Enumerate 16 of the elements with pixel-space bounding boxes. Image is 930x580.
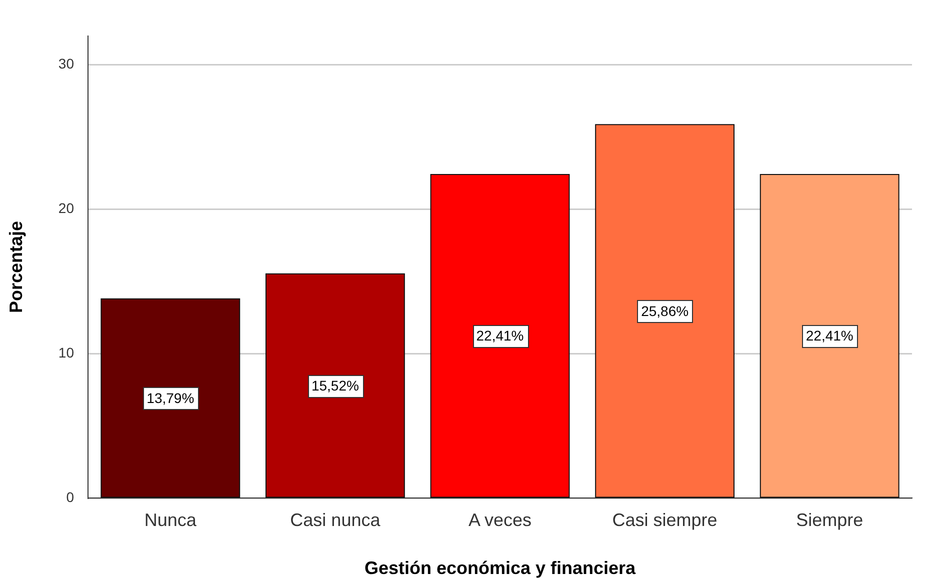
y-tick-label: 30 xyxy=(58,56,74,72)
data-label: 22,41% xyxy=(806,328,854,344)
data-label: 15,52% xyxy=(311,377,359,394)
y-tick-label: 10 xyxy=(58,344,74,360)
data-label: 25,86% xyxy=(641,302,689,319)
x-axis-title: Gestión económica y financiera xyxy=(364,558,637,578)
x-tick-label: Casi nunca xyxy=(290,510,382,530)
x-tick-label: Nunca xyxy=(144,510,198,530)
data-label: 13,79% xyxy=(146,390,194,406)
y-tick-label: 0 xyxy=(66,488,74,505)
x-tick-label: A veces xyxy=(468,510,532,530)
x-tick-label: Siempre xyxy=(796,510,864,530)
x-tick-label: Casi siempre xyxy=(612,510,718,530)
y-axis-title: Porcentaje xyxy=(6,220,26,314)
y-tick-label: 20 xyxy=(58,200,74,216)
data-label: 22,41% xyxy=(476,328,524,344)
